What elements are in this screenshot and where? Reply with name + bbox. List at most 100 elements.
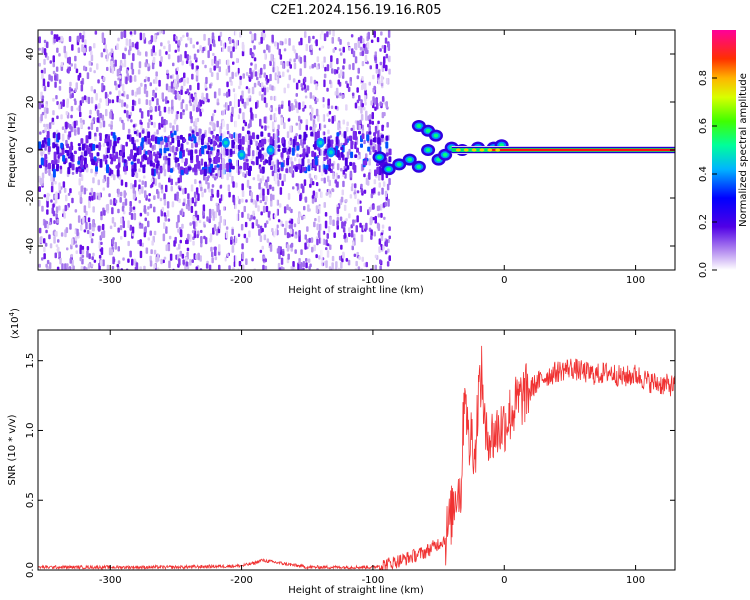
heatmap-noise-cell [53,34,57,39]
heatmap-noise-cell [245,72,249,76]
heatmap-band-cell [95,144,99,149]
heatmap-noise-cell [100,259,103,267]
heatmap-noise-cell [279,187,283,195]
heatmap-band-cell [241,136,245,145]
heatmap-noise-cell [145,90,149,98]
heatmap-noise-cell [184,187,187,194]
heatmap-noise-cell [125,268,129,270]
heatmap-noise-cell [181,223,184,229]
heatmap-band-cell [258,142,261,148]
y-tick-label: 0.0 [25,562,36,578]
heatmap-noise-cell [217,170,221,177]
heatmap-noise-cell [192,44,195,49]
heatmap-band-cell [210,146,214,151]
heatmap-noise-cell [168,235,172,240]
signal-blob-core [386,167,392,172]
heatmap-noise-cell [91,194,94,201]
heatmap-noise-cell [52,203,55,208]
heatmap-noise-cell [71,171,75,175]
heatmap-noise-cell [75,68,79,74]
heatmap-noise-cell [144,217,147,222]
heatmap-noise-cell [295,122,298,126]
heatmap-noise-cell [289,137,293,141]
heatmap-noise-cell [317,232,321,236]
heatmap-noise-cell [311,246,314,253]
heatmap-noise-cell [205,177,208,185]
signal-line-core [491,148,675,152]
heatmap-noise-cell [266,176,270,182]
heatmap-noise-cell [178,187,182,191]
heatmap-noise-cell [154,51,157,56]
heatmap-band-cell [296,141,299,146]
heatmap-noise-cell [51,207,54,214]
heatmap-noise-cell [385,53,389,59]
heatmap-noise-cell [315,39,318,47]
heatmap-noise-cell [370,139,373,146]
heatmap-noise-cell [173,78,177,87]
heatmap-noise-cell [169,75,173,79]
colorbar-label: Normalized spectral amplitude [738,73,749,227]
heatmap-noise-cell [345,218,348,222]
snr-y-ticks: 0.00.51.01.5 [25,353,675,578]
heatmap-noise-cell [108,193,111,198]
heatmap-noise-cell [58,85,62,91]
heatmap-band-cell [377,137,381,145]
snr-series-line [38,345,675,570]
heatmap-noise-cell [323,202,326,208]
heatmap-noise-cell [244,221,248,228]
heatmap-noise-cell [174,90,177,95]
heatmap-noise-cell [388,178,391,186]
heatmap-noise-cell [364,95,367,102]
heatmap-noise-cell [56,101,59,106]
heatmap-noise-cell [83,187,87,195]
heatmap-noise-cell [239,31,242,38]
heatmap-noise-cell [94,105,98,109]
heatmap-band-cell [381,134,384,139]
heatmap-noise-cell [198,135,202,140]
heatmap-noise-cell [153,122,156,128]
heatmap-band-cell [204,161,207,169]
heatmap-band-cell [358,130,361,135]
heatmap-noise-cell [318,255,321,260]
heatmap-noise-cell [336,220,339,226]
heatmap-noise-cell [154,178,157,186]
heatmap-band-cell [203,168,207,177]
heatmap-noise-cell [239,75,242,80]
heatmap-noise-cell [140,123,143,130]
heatmap-noise-cell [147,76,150,82]
heatmap-noise-cell [134,78,137,82]
heatmap-noise-cell [228,133,232,138]
heatmap-band-cell [113,135,117,143]
heatmap-noise-cell [132,99,135,106]
signal-line-dot [495,148,501,152]
heatmap-noise-cell [127,220,130,229]
heatmap-band-cell [367,146,371,152]
heatmap-noise-cell [189,198,192,206]
heatmap-noise-cell [386,122,389,128]
heatmap-noise-cell [113,174,116,181]
heatmap-noise-cell [196,65,199,70]
heatmap-noise-cell [232,88,236,93]
heatmap-noise-cell [52,97,55,102]
heatmap-noise-cell [250,191,253,199]
heatmap-band-cell [188,136,192,141]
heatmap-noise-cell [268,45,271,53]
heatmap-noise-cell [228,265,231,270]
heatmap-noise-cell [283,48,287,52]
heatmap-noise-cell [209,67,212,73]
heatmap-x-axis-label: Height of straight line (km) [288,285,424,296]
heatmap-noise-cell [133,212,137,221]
heatmap-band-cell [247,147,251,157]
heatmap-noise-cell [271,85,274,91]
heatmap-noise-cell [124,198,128,206]
heatmap-noise-cell [120,31,123,40]
heatmap-noise-cell [226,173,229,181]
heatmap-noise-cell [119,191,123,197]
heatmap-noise-cell [117,37,120,42]
heatmap-noise-cell [182,202,185,207]
heatmap-noise-cell [151,240,154,246]
heatmap-noise-cell [252,199,255,205]
heatmap-noise-cell [125,104,129,109]
heatmap-noise-cell [271,186,275,192]
heatmap-band-cell [335,136,339,145]
